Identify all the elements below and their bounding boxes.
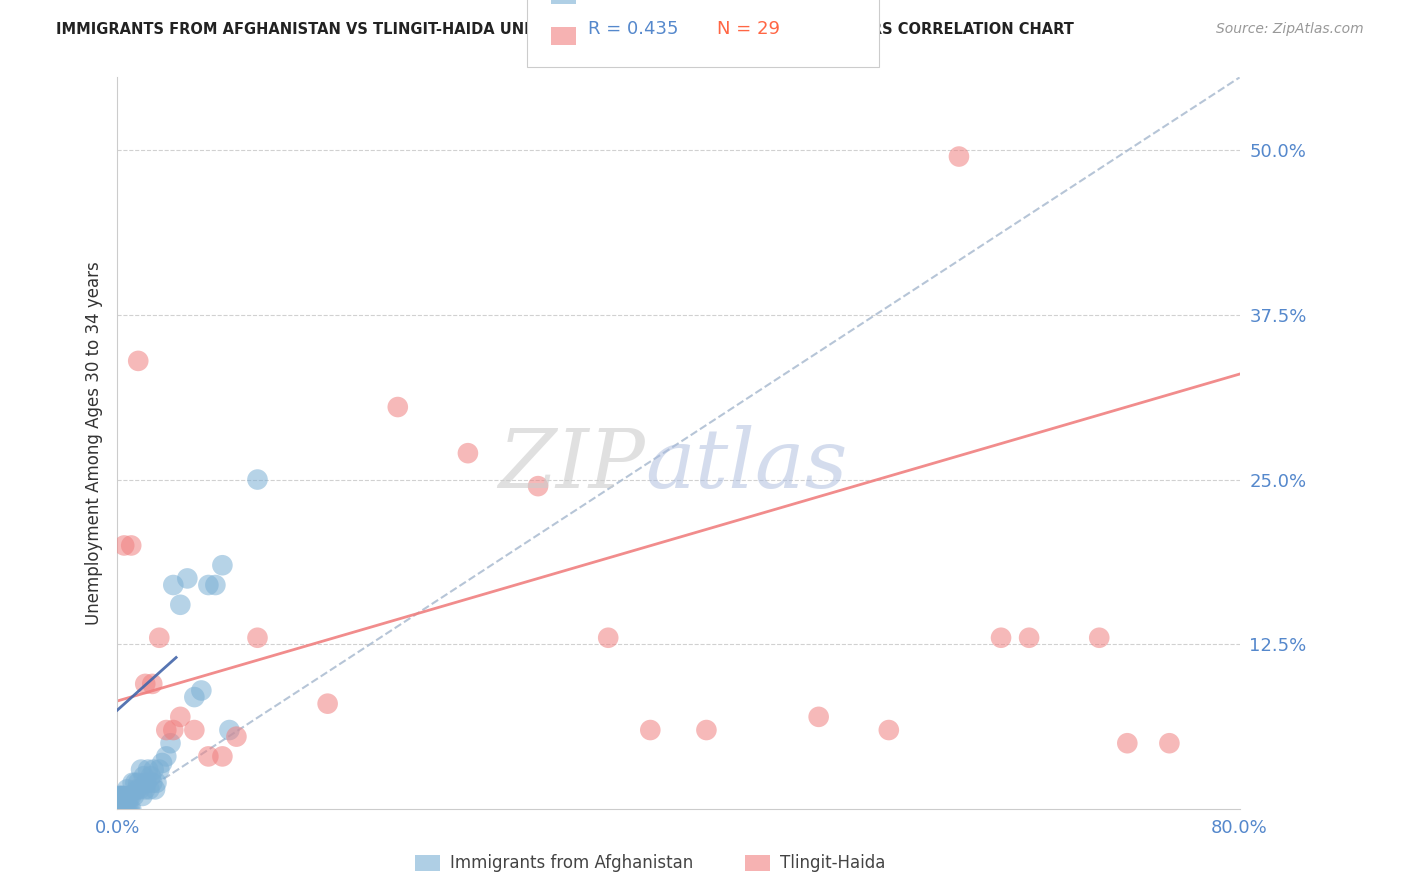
Point — [138, 782, 160, 797]
Point — [159, 736, 181, 750]
Point — [124, 776, 146, 790]
Point — [118, 789, 141, 803]
Point — [118, 802, 141, 816]
Text: IMMIGRANTS FROM AFGHANISTAN VS TLINGIT-HAIDA UNEMPLOYMENT AMONG AGES 30 TO 34 YE: IMMIGRANTS FROM AFGHANISTAN VS TLINGIT-H… — [56, 22, 1074, 37]
Point — [162, 578, 184, 592]
Point — [139, 769, 162, 783]
Point — [117, 802, 139, 816]
Point — [114, 791, 136, 805]
Point — [155, 749, 177, 764]
Point — [111, 796, 134, 810]
Point — [117, 789, 139, 803]
Point — [125, 782, 148, 797]
Point — [108, 789, 131, 803]
Point — [112, 539, 135, 553]
Point — [1018, 631, 1040, 645]
Point — [457, 446, 479, 460]
Point — [141, 776, 163, 790]
Point — [112, 802, 135, 816]
Point — [111, 802, 134, 816]
Point — [132, 769, 155, 783]
Point — [121, 776, 143, 790]
Text: atlas: atlas — [645, 425, 846, 505]
Point — [695, 723, 717, 737]
Point — [114, 802, 136, 816]
Point — [990, 631, 1012, 645]
Point — [115, 802, 138, 816]
Point — [110, 796, 132, 810]
Point — [598, 631, 620, 645]
Point — [129, 763, 152, 777]
Point — [1088, 631, 1111, 645]
Point — [145, 776, 167, 790]
Point — [148, 631, 170, 645]
Point — [134, 677, 156, 691]
Point — [948, 149, 970, 163]
Point — [115, 782, 138, 797]
Point — [136, 763, 159, 777]
Point — [197, 578, 219, 592]
Point — [107, 796, 129, 810]
Point — [150, 756, 173, 770]
Text: ZIP: ZIP — [498, 425, 645, 505]
Point — [316, 697, 339, 711]
Point — [141, 677, 163, 691]
Point — [127, 354, 149, 368]
Point — [107, 802, 129, 816]
Point — [169, 598, 191, 612]
Point — [110, 802, 132, 816]
Point — [190, 683, 212, 698]
Point — [169, 710, 191, 724]
Point — [387, 400, 409, 414]
Text: R = 0.435: R = 0.435 — [588, 20, 678, 37]
Point — [142, 763, 165, 777]
Point — [225, 730, 247, 744]
Point — [108, 802, 131, 816]
Text: Tlingit-Haida: Tlingit-Haida — [780, 854, 886, 871]
Point — [204, 578, 226, 592]
Point — [197, 749, 219, 764]
Point — [107, 789, 129, 803]
Point — [1159, 736, 1181, 750]
Point — [120, 539, 142, 553]
Point — [112, 789, 135, 803]
Text: Source: ZipAtlas.com: Source: ZipAtlas.com — [1216, 22, 1364, 37]
Y-axis label: Unemployment Among Ages 30 to 34 years: Unemployment Among Ages 30 to 34 years — [86, 261, 103, 625]
Point — [183, 690, 205, 704]
Point — [807, 710, 830, 724]
Point — [1116, 736, 1139, 750]
Point — [111, 789, 134, 803]
Point — [527, 479, 550, 493]
Point — [110, 789, 132, 803]
Point — [218, 723, 240, 737]
Point — [120, 789, 142, 803]
Point — [112, 796, 135, 810]
Point — [122, 789, 145, 803]
Text: N = 29: N = 29 — [717, 20, 780, 37]
Point — [115, 791, 138, 805]
Point — [135, 776, 157, 790]
Point — [148, 763, 170, 777]
Text: Immigrants from Afghanistan: Immigrants from Afghanistan — [450, 854, 693, 871]
Point — [143, 782, 166, 797]
Point — [640, 723, 662, 737]
Point — [211, 558, 233, 573]
Point — [128, 782, 150, 797]
Point — [176, 571, 198, 585]
Point — [155, 723, 177, 737]
Point — [162, 723, 184, 737]
Point — [131, 789, 153, 803]
Point — [120, 802, 142, 816]
Point — [183, 723, 205, 737]
Point — [246, 473, 269, 487]
Point — [127, 776, 149, 790]
Point — [108, 796, 131, 810]
Point — [211, 749, 233, 764]
Point — [246, 631, 269, 645]
Point — [134, 782, 156, 797]
Point — [877, 723, 900, 737]
